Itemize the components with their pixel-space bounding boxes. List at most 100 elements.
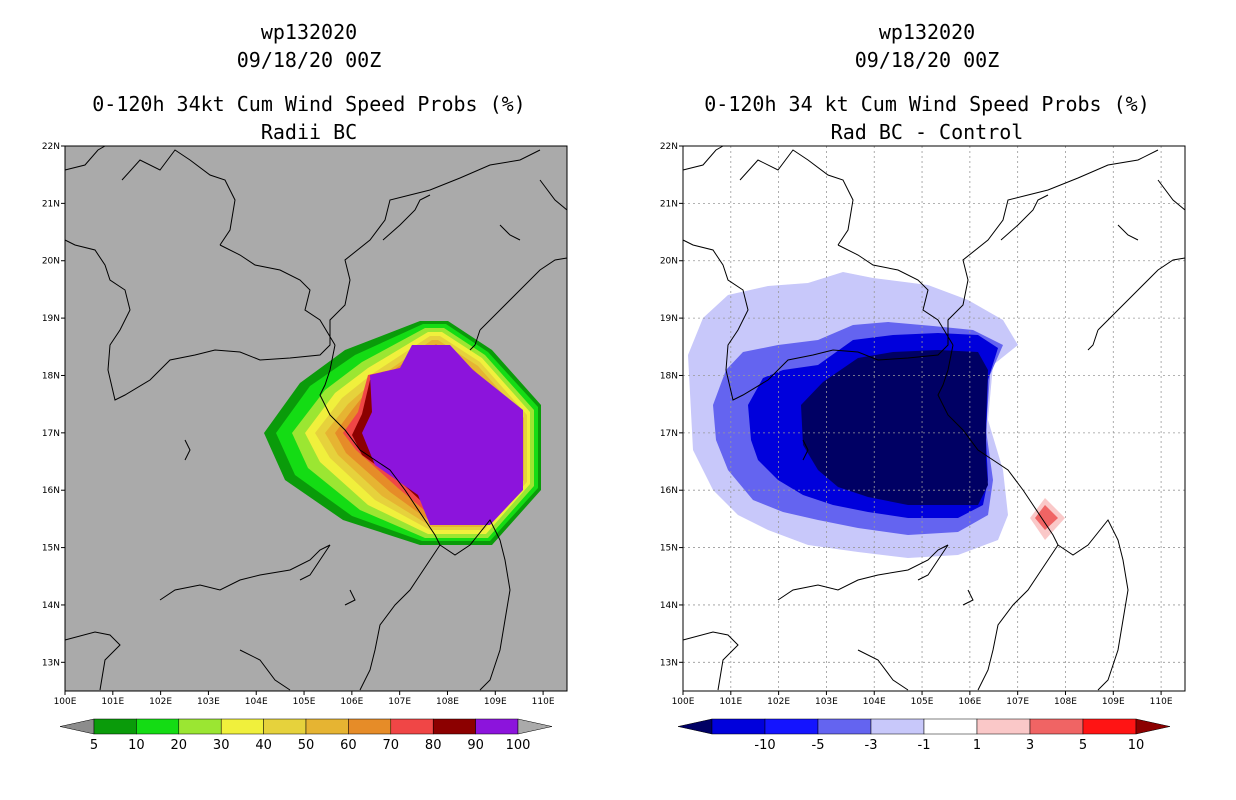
right-colorbar-segment (764, 718, 819, 735)
left-colorbar-segment (263, 718, 307, 735)
left-colorbar-label: 70 (383, 738, 400, 753)
left-lon-labels: 100E 101E 102E 103E 104E 105E 106E 107E 108E 109E… (54, 697, 555, 707)
left-lon-label: 108E (436, 697, 459, 707)
left-panel: wp132020 09/18/20 00Z 0-120h 34kt Cum Wi… (42, 20, 568, 753)
left-lat-label: 22N (42, 142, 60, 152)
right-colorbar-label: -1 (918, 738, 931, 753)
right-title-storm: wp132020 (878, 20, 976, 44)
left-lon-label: 110E (532, 697, 555, 707)
left-title-sub: Radii BC (260, 120, 358, 144)
left-colorbar-segment (348, 718, 392, 735)
right-colorbar-label: 1 (973, 738, 981, 753)
left-colorbar-segment (475, 718, 519, 735)
right-lon-label: 107E (1006, 697, 1029, 707)
left-title-product: 0-120h 34kt Cum Wind Speed Probs (%) (92, 92, 526, 116)
right-colorbar-segment (711, 718, 766, 735)
right-colorbar-segment (1082, 718, 1137, 735)
right-lon-label: 100E (672, 697, 695, 707)
right-lat-label: 15N (660, 544, 678, 554)
right-title-product: 0-120h 34 kt Cum Wind Speed Probs (%) (704, 92, 1150, 116)
right-lat-label: 16N (660, 486, 678, 496)
right-colorbar-label: 3 (1026, 738, 1034, 753)
left-coastlines-borders (64, 145, 568, 691)
right-lon-label: 108E (1054, 697, 1077, 707)
left-lat-label: 14N (42, 601, 60, 611)
right-lat-label: 14N (660, 601, 678, 611)
left-lat-label: 20N (42, 257, 60, 267)
left-lon-label: 109E (484, 697, 507, 707)
left-colorbar-segment (305, 718, 349, 735)
left-lat-label: 16N (42, 486, 60, 496)
left-map-frame (64, 145, 568, 692)
right-colorbar-segment (1029, 718, 1084, 735)
left-lat-label: 17N (42, 429, 60, 439)
right-colorbar-label: -3 (865, 738, 878, 753)
left-probability-contours (264, 321, 541, 545)
left-title-time: 09/18/20 00Z (236, 48, 382, 72)
left-lon-label: 103E (197, 697, 220, 707)
right-title-time: 09/18/20 00Z (854, 48, 1000, 72)
right-lat-label: 19N (660, 314, 678, 324)
left-title-storm: wp132020 (260, 20, 358, 44)
right-colorbar-segment (976, 718, 1031, 735)
left-colorbar-label: 60 (340, 738, 357, 753)
left-lon-label: 101E (101, 697, 124, 707)
right-lat-label: 21N (660, 199, 678, 209)
right-lon-label: 102E (767, 697, 790, 707)
left-colorbar-segment (178, 718, 222, 735)
left-colorbar-label: 20 (171, 738, 188, 753)
left-lat-labels: 22N 21N 20N 19N 18N 17N 16N 15N 14N 13N (42, 142, 60, 668)
left-colorbar: 5 10 20 30 40 50 60 70 80 90 100 (59, 718, 553, 753)
left-axis-ticks (61, 145, 544, 695)
right-lon-label: 106E (958, 697, 981, 707)
left-colorbar-label: 80 (425, 738, 442, 753)
right-colorbar-segment (923, 718, 978, 735)
right-colorbar-low-arrow (677, 718, 713, 735)
left-colorbar-segment (136, 718, 180, 735)
left-lon-label: 105E (293, 697, 316, 707)
right-colorbar-label: -10 (754, 738, 775, 753)
left-colorbar-label: 5 (90, 738, 98, 753)
right-lat-label: 20N (660, 257, 678, 267)
right-colorbar-label: -5 (812, 738, 825, 753)
left-colorbar-label: 10 (128, 738, 145, 753)
left-colorbar-segment (390, 718, 434, 735)
right-title-sub: Rad BC - Control (830, 120, 1024, 144)
right-lon-label: 104E (863, 697, 886, 707)
left-lat-label: 13N (42, 658, 60, 668)
left-lat-label: 15N (42, 544, 60, 554)
right-colorbar-segment (817, 718, 872, 735)
left-lon-label: 104E (245, 697, 268, 707)
right-lat-label: 13N (660, 658, 678, 668)
right-panel: wp132020 09/18/20 00Z 0-120h 34 kt Cum W… (618, 0, 1236, 800)
right-lon-label: 105E (911, 697, 934, 707)
right-colorbar-high-arrow (1135, 718, 1171, 735)
right-lon-label: 101E (719, 697, 742, 707)
left-lon-label: 106E (340, 697, 363, 707)
right-colorbar: -10 -5 -3 -1 1 3 5 10 (677, 718, 1171, 753)
right-grid-lines (683, 146, 1185, 691)
right-lon-labels: 100E 101E 102E 103E 104E 105E 106E 107E 108E 109E… (672, 697, 1173, 707)
right-lat-label: 17N (660, 429, 678, 439)
right-lat-labels: 22N 21N 20N 19N 18N 17N 16N 15N 14N 13N (660, 142, 678, 668)
right-lon-label: 110E (1150, 697, 1173, 707)
left-colorbar-segment (432, 718, 476, 735)
left-lon-label: 102E (149, 697, 172, 707)
left-colorbar-segment (220, 718, 264, 735)
left-lon-label: 100E (54, 697, 77, 707)
left-lat-label: 18N (42, 371, 60, 381)
right-lat-label: 18N (660, 371, 678, 381)
left-colorbar-label: 90 (467, 738, 484, 753)
left-colorbar-label: 100 (506, 738, 531, 753)
right-map-frame (682, 145, 1186, 692)
right-coastlines-borders (682, 145, 1186, 691)
left-colorbar-segment (93, 718, 137, 735)
left-colorbar-low-arrow (59, 718, 95, 735)
right-lon-label: 103E (815, 697, 838, 707)
left-lon-label: 107E (388, 697, 411, 707)
left-colorbar-label: 40 (255, 738, 272, 753)
left-lat-label: 21N (42, 199, 60, 209)
right-lon-label: 109E (1102, 697, 1125, 707)
